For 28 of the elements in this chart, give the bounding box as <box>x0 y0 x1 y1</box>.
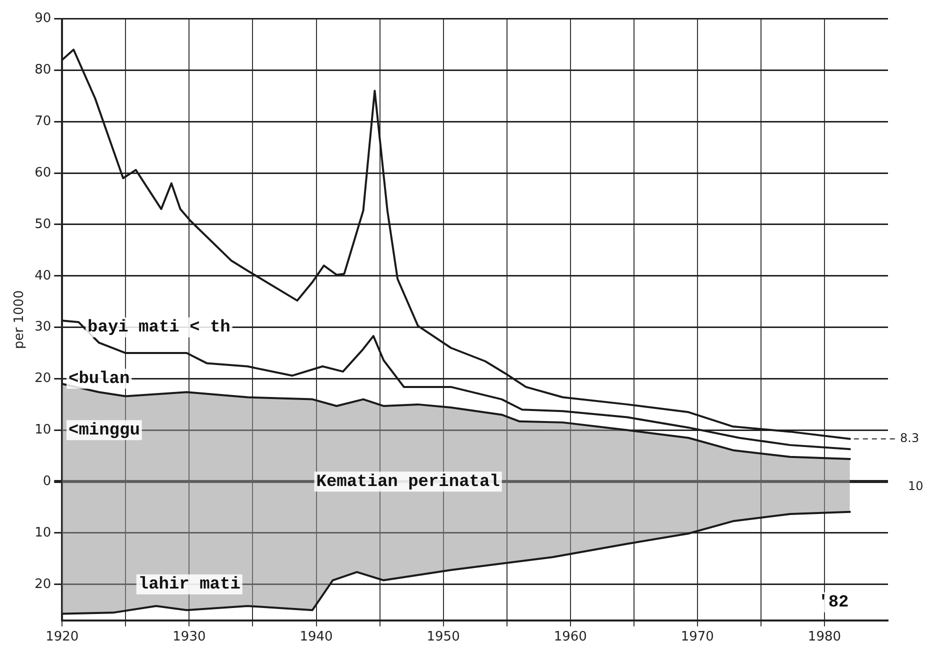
annotation: '82 <box>818 594 849 613</box>
y-tick-label: 30 <box>34 320 52 335</box>
x-tick-label: 1980 <box>808 630 842 645</box>
y-tick-label: 20 <box>34 371 52 386</box>
y-tick-label: 80 <box>34 62 52 78</box>
x-tick-label: 1940 <box>300 630 333 645</box>
y-tick-label: 10 <box>34 525 52 540</box>
y-tick-label: 20 <box>34 576 52 592</box>
y-axis-title: per 1000 <box>12 290 28 350</box>
x-tick-label: 1950 <box>426 630 460 645</box>
annotation: <bulan <box>68 370 130 390</box>
annotation: Kematian perinatal <box>316 472 500 492</box>
annotation: lahir mati <box>138 576 240 595</box>
x-tick-label: 1960 <box>554 630 587 645</box>
y-tick-label: 70 <box>34 114 52 130</box>
y-tick-label: 10 <box>34 422 52 438</box>
x-tick-label: 1920 <box>46 630 79 645</box>
annotation: <minggu <box>68 421 140 440</box>
y-tick-label: 60 <box>34 165 52 180</box>
y-tick-label: 90 <box>34 11 52 26</box>
text: 10 <box>908 478 924 493</box>
y-tick-label: 0 <box>42 474 52 489</box>
x-tick-label: 1930 <box>172 630 206 645</box>
y-tick-label: 40 <box>34 268 52 284</box>
y-tick-label: 50 <box>34 216 52 232</box>
annotation: bayi mati < th <box>88 318 230 338</box>
text: 8.3 <box>900 431 920 446</box>
x-tick-label: 1970 <box>680 630 714 645</box>
